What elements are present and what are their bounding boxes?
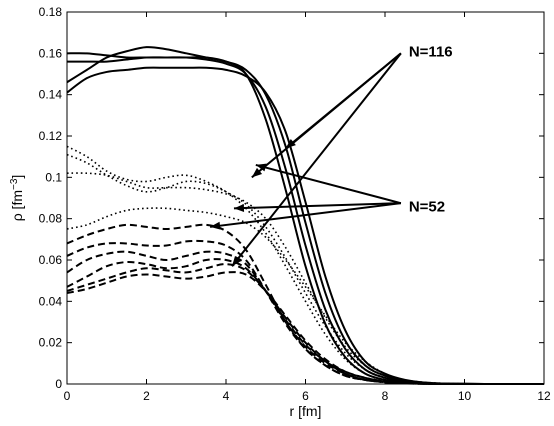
- series-line-dashed: [66, 263, 544, 386]
- y-tick-label: 0.14: [39, 88, 63, 102]
- y-tick-label: 0: [55, 377, 62, 391]
- series-line-dotted: [66, 145, 544, 385]
- plot-series: [66, 46, 544, 386]
- series-line-dashed: [66, 250, 544, 386]
- series-line-dashed: [66, 271, 544, 386]
- y-tick-label: 0.04: [39, 294, 63, 308]
- annotations: N=116 N=52: [209, 43, 453, 267]
- annotation-arrowhead: [231, 255, 242, 267]
- x-tick-label: 8: [382, 389, 389, 403]
- annotation-arrow: [233, 202, 401, 210]
- series-line-solid: [66, 52, 544, 386]
- y-tick-label: 0.06: [39, 253, 63, 267]
- y-tick-label: 0.16: [39, 46, 63, 60]
- annotation-label: N=116: [409, 43, 453, 60]
- series-line-dotted: [66, 207, 544, 385]
- annotation-arrow: [209, 202, 402, 228]
- y-axis-label: ρ [fm−3]: [9, 175, 25, 222]
- x-tick-label: 10: [458, 389, 472, 403]
- annotation-label: N=52: [409, 198, 445, 215]
- axes: 0 2 4 6 8 10 12 0 0.02 0.04 0.06 0.08 0.1 0.12 0.14 0.1…: [39, 5, 551, 403]
- y-tick-label: 0.1: [45, 170, 62, 184]
- series-line-dashed: [66, 258, 544, 386]
- x-tick-label: 4: [223, 389, 230, 403]
- x-tick-label: 6: [302, 389, 309, 403]
- y-tick-label: 0.18: [39, 5, 63, 19]
- x-tick-label: 0: [64, 389, 71, 403]
- annotation-arrow: [255, 163, 402, 205]
- x-axis-label: r [fm]: [290, 403, 322, 419]
- x-tick-label: 12: [537, 389, 551, 403]
- y-tick-label: 0.02: [39, 336, 63, 350]
- annotation-arrowhead: [233, 204, 245, 213]
- x-tick-label: 2: [143, 389, 150, 403]
- y-tick-label: 0.08: [39, 212, 63, 226]
- annotation-arrowhead: [251, 167, 263, 178]
- annotation-arrowhead: [255, 163, 267, 172]
- annotation-arrow: [231, 52, 402, 267]
- y-tick-label: 0.12: [39, 129, 63, 143]
- annotation-arrowhead: [210, 221, 221, 230]
- annotation-arrow: [251, 52, 402, 179]
